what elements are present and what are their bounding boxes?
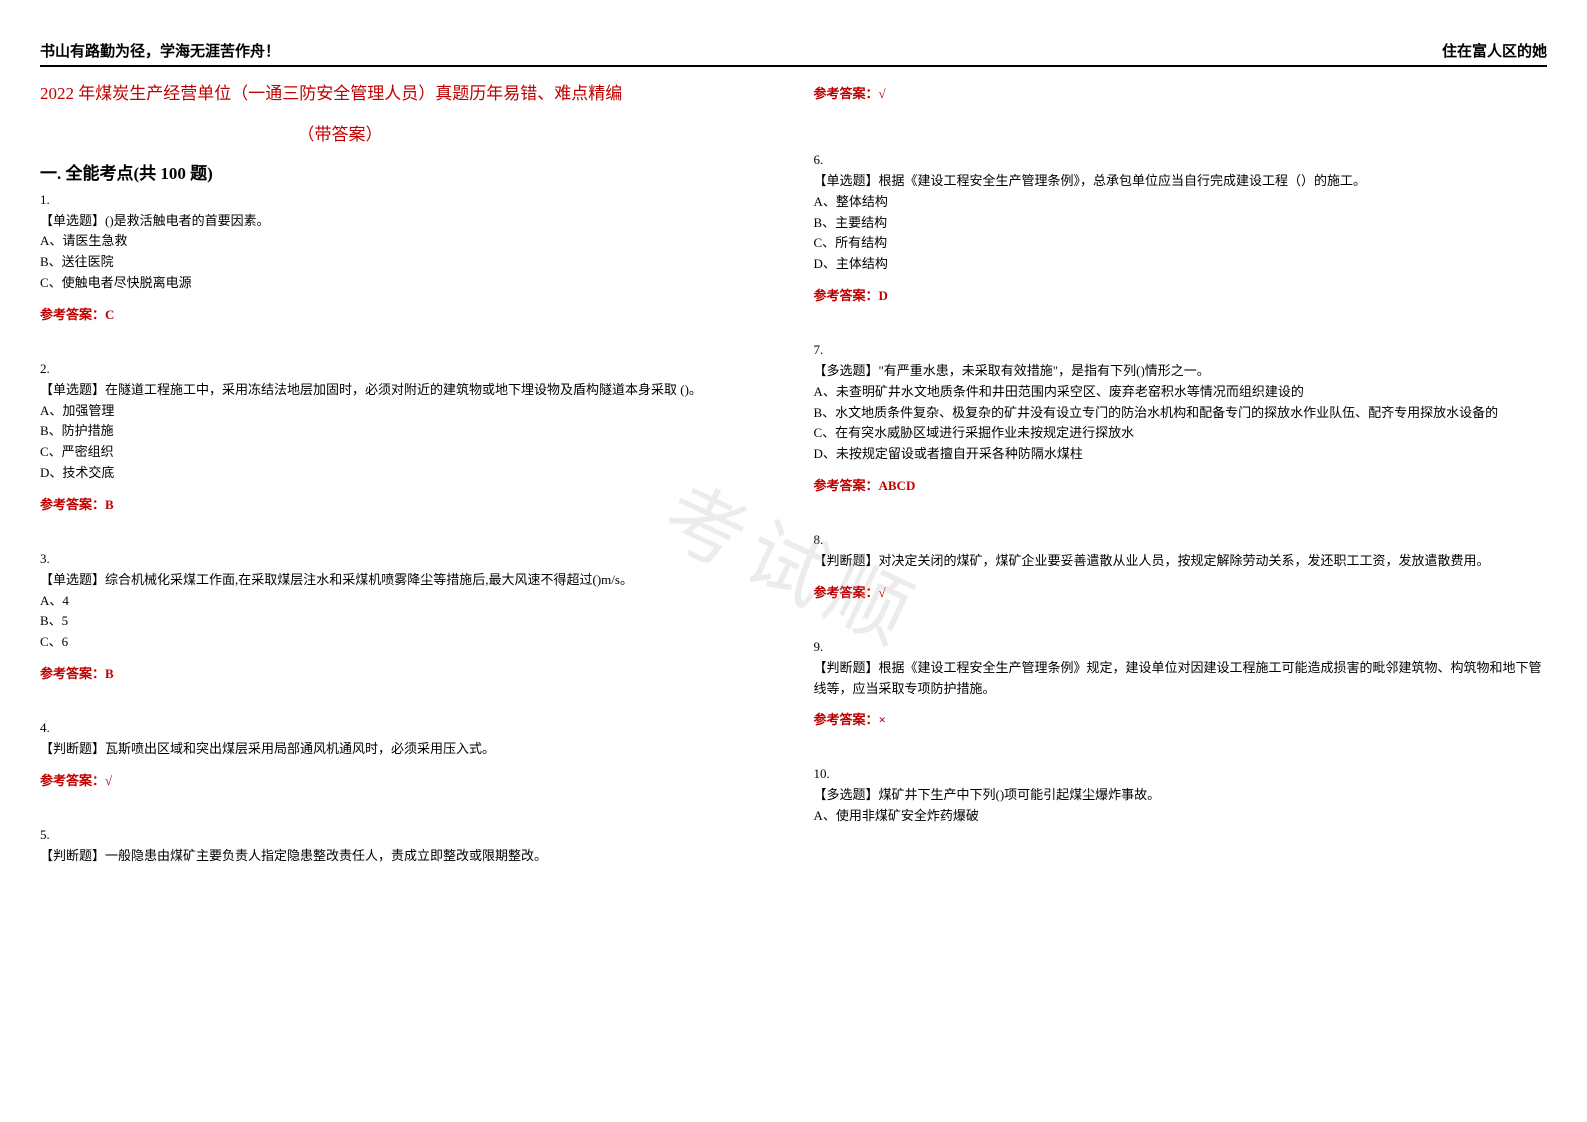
question-number: 7. [814,342,1548,358]
option: C、严密组织 [40,442,774,463]
question-number: 3. [40,551,774,567]
option: A、请医生急救 [40,231,774,252]
header-right-text: 住在富人区的她 [1442,40,1547,61]
answer: 参考答案：ABCD [814,475,1548,494]
question-number: 5. [40,827,774,843]
question-number: 4. [40,720,774,736]
right-column: 参考答案：√ 6. 【单选题】根据《建设工程安全生产管理条例》，总承包单位应当自… [814,79,1548,867]
question-number: 9. [814,639,1548,655]
question-number: 1. [40,192,774,208]
question-number: 10. [814,766,1548,782]
question-text: 【单选题】()是救活触电者的首要因素。 [40,211,774,232]
option: C、所有结构 [814,233,1548,254]
question-text: 【判断题】根据《建设工程安全生产管理条例》规定，建设单位对因建设工程施工可能造成… [814,658,1548,700]
question-7: 7. 【多选题】"有严重水患，未采取有效措施"，是指有下列()情形之一。 A、未… [814,342,1548,494]
question-number: 2. [40,361,774,377]
option: B、主要结构 [814,213,1548,234]
question-text: 【单选题】综合机械化采煤工作面,在采取煤层注水和采煤机喷雾降尘等措施后,最大风速… [40,570,774,591]
option: C、使触电者尽快脱离电源 [40,273,774,294]
option: C、6 [40,632,774,653]
option: A、使用非煤矿安全炸药爆破 [814,806,1548,827]
question-text: 【判断题】对决定关闭的煤矿，煤矿企业要妥善遣散从业人员，按规定解除劳动关系，发还… [814,551,1548,572]
option: D、主体结构 [814,254,1548,275]
answer: 参考答案：√ [40,770,774,789]
question-text: 【多选题】煤矿井下生产中下列()项可能引起煤尘爆炸事故。 [814,785,1548,806]
option: B、防护措施 [40,421,774,442]
option: A、4 [40,591,774,612]
question-1: 1. 【单选题】()是救活触电者的首要因素。 A、请医生急救 B、送往医院 C、… [40,192,774,323]
option: B、水文地质条件复杂、极复杂的矿井没有设立专门的防治水机构和配备专门的探放水作业… [814,403,1548,424]
answer: 参考答案：C [40,304,774,323]
question-3: 3. 【单选题】综合机械化采煤工作面,在采取煤层注水和采煤机喷雾降尘等措施后,最… [40,551,774,682]
page-header: 书山有路勤为径，学海无涯苦作舟！ 住在富人区的她 [40,40,1547,67]
question-8: 8. 【判断题】对决定关闭的煤矿，煤矿企业要妥善遣散从业人员，按规定解除劳动关系… [814,532,1548,601]
answer: 参考答案：√ [814,582,1548,601]
option: A、整体结构 [814,192,1548,213]
answer: 参考答案：D [814,285,1548,304]
question-text: 【多选题】"有严重水患，未采取有效措施"，是指有下列()情形之一。 [814,361,1548,382]
option: A、未查明矿井水文地质条件和井田范围内采空区、废弃老窑积水等情况而组织建设的 [814,382,1548,403]
left-column: 2022 年煤炭生产经营单位（一通三防安全管理人员）真题历年易错、难点精编 （带… [40,79,774,867]
answer: 参考答案：B [40,494,774,513]
question-text: 【判断题】瓦斯喷出区域和突出煤层采用局部通风机通风时，必须采用压入式。 [40,739,774,760]
answer: 参考答案：B [40,663,774,682]
option: D、技术交底 [40,463,774,484]
question-text: 【单选题】根据《建设工程安全生产管理条例》，总承包单位应当自行完成建设工程（）的… [814,171,1548,192]
question-4: 4. 【判断题】瓦斯喷出区域和突出煤层采用局部通风机通风时，必须采用压入式。 参… [40,720,774,789]
question-number: 6. [814,152,1548,168]
question-2: 2. 【单选题】在隧道工程施工中，采用冻结法地层加固时，必须对附近的建筑物或地下… [40,361,774,513]
option: B、送往医院 [40,252,774,273]
main-title: 2022 年煤炭生产经营单位（一通三防安全管理人员）真题历年易错、难点精编 [40,79,774,110]
option: A、加强管理 [40,401,774,422]
option: B、5 [40,611,774,632]
question-9: 9. 【判断题】根据《建设工程安全生产管理条例》规定，建设单位对因建设工程施工可… [814,639,1548,729]
question-number: 8. [814,532,1548,548]
section-header: 一. 全能考点(共 100 题) [40,159,774,184]
title-area: 2022 年煤炭生产经营单位（一通三防安全管理人员）真题历年易错、难点精编 （带… [40,79,774,145]
answer: 参考答案：× [814,709,1548,728]
question-text: 【单选题】在隧道工程施工中，采用冻结法地层加固时，必须对附近的建筑物或地下埋设物… [40,380,774,401]
question-text: 【判断题】一般隐患由煤矿主要负责人指定隐患整改责任人，责成立即整改或限期整改。 [40,846,774,867]
question-10: 10. 【多选题】煤矿井下生产中下列()项可能引起煤尘爆炸事故。 A、使用非煤矿… [814,766,1548,827]
option: C、在有突水威胁区域进行采掘作业未按规定进行探放水 [814,423,1548,444]
answer-top: 参考答案：√ [814,83,1548,102]
option: D、未按规定留设或者擅自开采各种防隔水煤柱 [814,444,1548,465]
content-columns: 2022 年煤炭生产经营单位（一通三防安全管理人员）真题历年易错、难点精编 （带… [40,79,1547,867]
question-6: 6. 【单选题】根据《建设工程安全生产管理条例》，总承包单位应当自行完成建设工程… [814,152,1548,304]
header-left-text: 书山有路勤为径，学海无涯苦作舟！ [40,40,280,61]
question-5: 5. 【判断题】一般隐患由煤矿主要负责人指定隐患整改责任人，责成立即整改或限期整… [40,827,774,867]
sub-title: （带答案） [40,120,640,145]
